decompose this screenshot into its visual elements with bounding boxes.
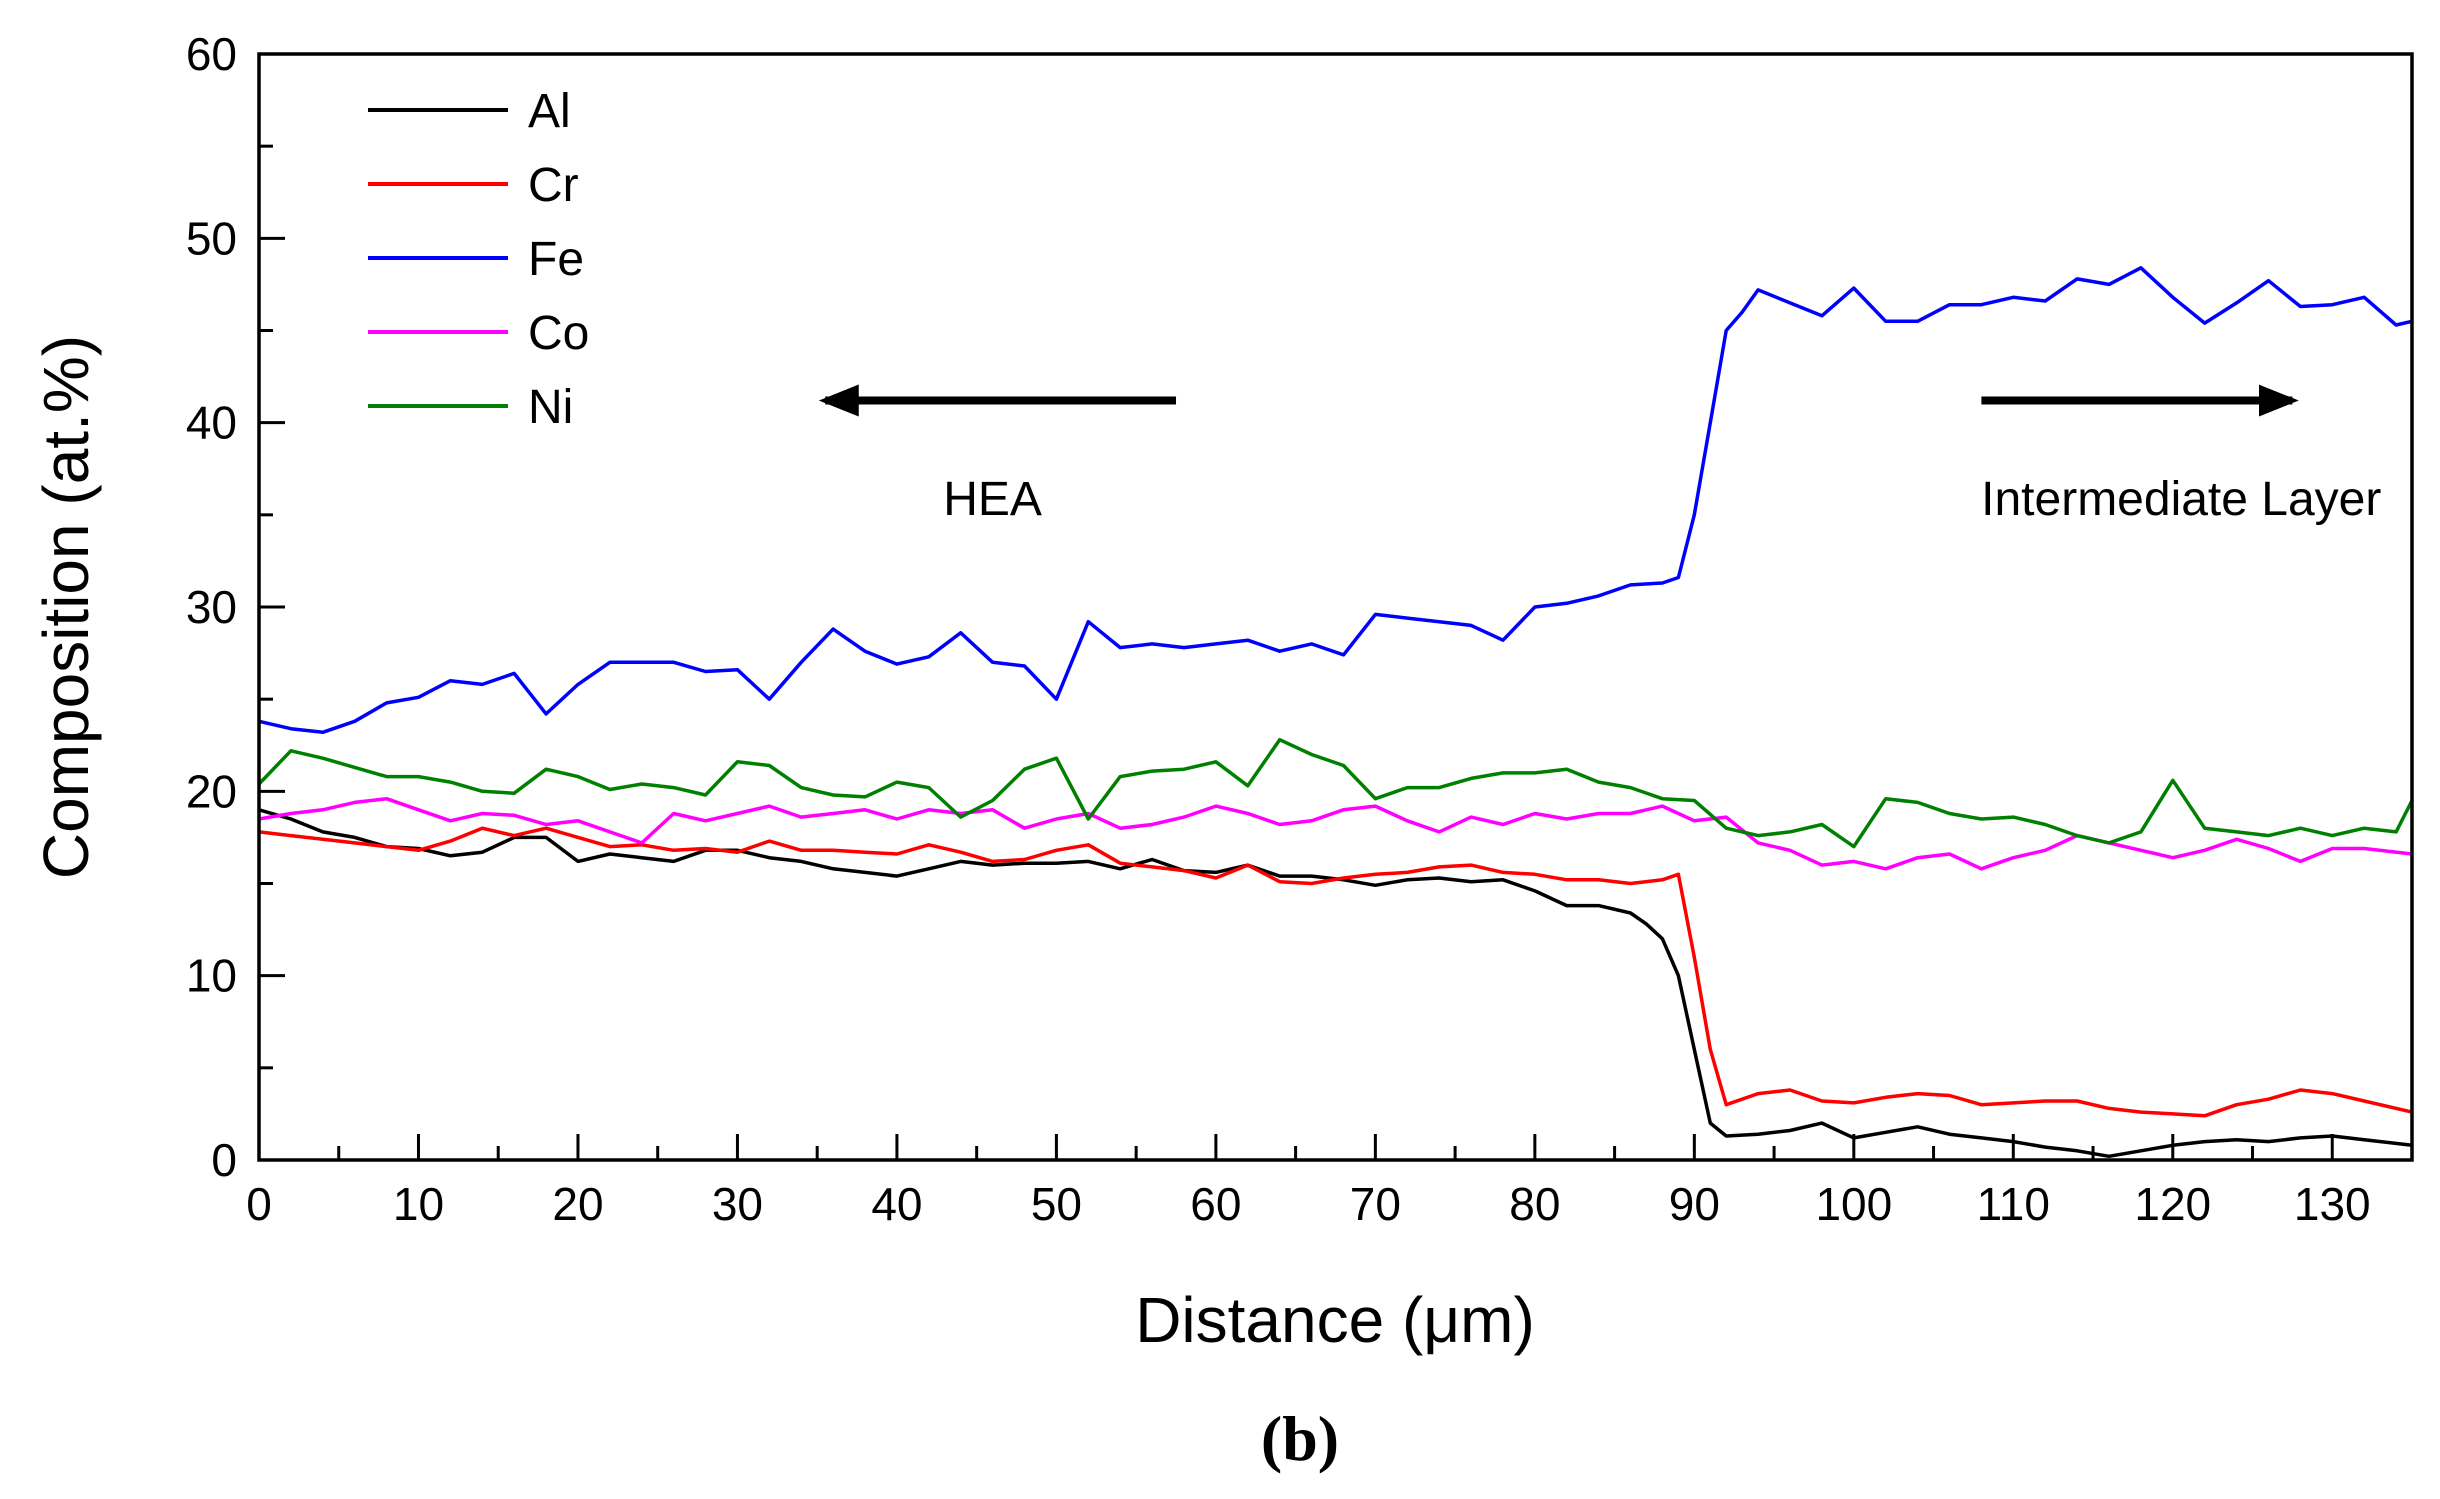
tick-group [257,52,2414,1162]
legend-label-ni: Ni [528,381,573,434]
series-line-cr [258,826,2413,1118]
hea-annotation: HEA [818,384,1177,526]
y-tick-label: 40 [186,397,237,449]
x-tick-label: 80 [1509,1178,1560,1230]
plot-area-frame [257,52,2414,1162]
x-tick-label: 100 [1815,1178,1892,1230]
series-line-co [258,796,2413,871]
y-tick-label: 50 [186,212,237,264]
x-tick-label: 20 [552,1178,603,1230]
intermediate-layer-annotation: Intermediate Layer [1981,384,2381,526]
x-tick-label: 30 [712,1178,763,1230]
x-tick-label: 50 [1031,1178,1082,1230]
tick-label-group: 0 10 20 30 40 50 60 70 80 90 100 110 120 130 0 10 20 30 40… [186,28,2371,1230]
series-line-al [258,808,2413,1159]
hea-label: HEA [943,473,1042,526]
legend: Al Cr Fe Co Ni [368,85,589,434]
y-tick-label: 10 [186,950,237,1002]
series-line-fe [258,266,2413,735]
y-tick-label: 20 [186,765,237,817]
x-tick-label: 120 [2134,1178,2211,1230]
y-axis-title: Composition (at.%) [30,335,102,879]
series-group [257,266,2414,1159]
x-tick-label: 130 [2294,1178,2371,1230]
x-tick-label: 70 [1350,1178,1401,1230]
x-axis-title: Distance (μm) [1135,1284,1535,1356]
y-tick-label: 30 [186,581,237,633]
x-tick-label: 40 [871,1178,922,1230]
x-tick-label: 0 [246,1178,272,1230]
series-line-ni [257,737,2414,849]
y-tick-label: 0 [211,1134,237,1186]
legend-label-co: Co [528,307,589,360]
x-tick-label: 10 [393,1178,444,1230]
figure-caption: (b) [1261,1403,1339,1474]
intermediate-layer-label: Intermediate Layer [1981,473,2381,526]
legend-label-cr: Cr [528,159,579,212]
x-tick-label: 90 [1669,1178,1720,1230]
y-tick-label: 60 [186,28,237,80]
x-tick-label: 60 [1190,1178,1241,1230]
x-tick-label: 110 [1977,1178,2050,1230]
legend-label-al: Al [528,85,571,138]
legend-label-fe: Fe [528,233,584,286]
